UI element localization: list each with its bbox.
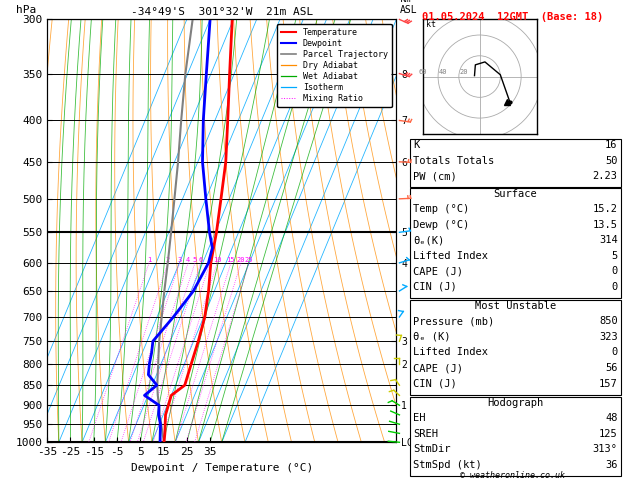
- Text: 36: 36: [605, 460, 618, 470]
- Text: 2: 2: [166, 257, 170, 263]
- Text: CAPE (J): CAPE (J): [413, 266, 463, 277]
- Text: K: K: [413, 140, 420, 150]
- Text: 314: 314: [599, 235, 618, 245]
- Text: Dewp (°C): Dewp (°C): [413, 220, 469, 230]
- Text: 0: 0: [611, 266, 618, 277]
- Text: 15.2: 15.2: [593, 204, 618, 214]
- Text: 850: 850: [599, 316, 618, 327]
- Text: 56: 56: [605, 363, 618, 373]
- Text: 50: 50: [605, 156, 618, 166]
- Text: 10: 10: [213, 257, 221, 263]
- Text: CAPE (J): CAPE (J): [413, 363, 463, 373]
- Text: Lifted Index: Lifted Index: [413, 251, 488, 261]
- Text: 8: 8: [208, 257, 212, 263]
- Text: 313°: 313°: [593, 444, 618, 454]
- Text: EH: EH: [413, 413, 426, 423]
- Text: 323: 323: [599, 332, 618, 342]
- Text: StmDir: StmDir: [413, 444, 451, 454]
- Text: 16: 16: [605, 140, 618, 150]
- Text: 125: 125: [599, 429, 618, 439]
- Text: © weatheronline.co.uk: © weatheronline.co.uk: [460, 471, 565, 480]
- Text: CIN (J): CIN (J): [413, 282, 457, 292]
- Text: SREH: SREH: [413, 429, 438, 439]
- Text: PW (cm): PW (cm): [413, 171, 457, 181]
- Text: 13.5: 13.5: [593, 220, 618, 230]
- Text: 20: 20: [460, 69, 469, 75]
- Text: hPa: hPa: [16, 5, 36, 15]
- Legend: Temperature, Dewpoint, Parcel Trajectory, Dry Adiabat, Wet Adiabat, Isotherm, Mi: Temperature, Dewpoint, Parcel Trajectory…: [277, 24, 392, 107]
- Text: 40: 40: [439, 69, 448, 75]
- Text: 6: 6: [199, 257, 203, 263]
- Text: θₑ(K): θₑ(K): [413, 235, 445, 245]
- Text: 0: 0: [611, 282, 618, 292]
- Title: -34°49'S  301°32'W  21m ASL: -34°49'S 301°32'W 21m ASL: [131, 7, 313, 17]
- Text: 157: 157: [599, 379, 618, 389]
- Text: 3: 3: [177, 257, 182, 263]
- Text: 5: 5: [193, 257, 197, 263]
- X-axis label: Dewpoint / Temperature (°C): Dewpoint / Temperature (°C): [131, 463, 313, 473]
- Text: 4: 4: [186, 257, 190, 263]
- Text: Totals Totals: Totals Totals: [413, 156, 494, 166]
- Text: 1: 1: [147, 257, 151, 263]
- Text: Most Unstable: Most Unstable: [475, 301, 556, 311]
- Text: θₑ (K): θₑ (K): [413, 332, 451, 342]
- Y-axis label: Mixing Ratio (g/kg): Mixing Ratio (g/kg): [425, 175, 435, 287]
- Text: 2.23: 2.23: [593, 171, 618, 181]
- Text: 0: 0: [611, 347, 618, 358]
- Text: 20: 20: [237, 257, 245, 263]
- Text: 48: 48: [605, 413, 618, 423]
- Text: 01.05.2024  12GMT  (Base: 18): 01.05.2024 12GMT (Base: 18): [422, 12, 603, 22]
- Text: CIN (J): CIN (J): [413, 379, 457, 389]
- Text: kt: kt: [426, 20, 436, 29]
- Text: Surface: Surface: [494, 189, 537, 199]
- Text: Lifted Index: Lifted Index: [413, 347, 488, 358]
- Text: km
ASL: km ASL: [400, 0, 418, 15]
- Text: Pressure (mb): Pressure (mb): [413, 316, 494, 327]
- Text: Hodograph: Hodograph: [487, 398, 543, 408]
- Text: Temp (°C): Temp (°C): [413, 204, 469, 214]
- Text: StmSpd (kt): StmSpd (kt): [413, 460, 482, 470]
- Text: 15: 15: [226, 257, 235, 263]
- Text: 60: 60: [418, 69, 427, 75]
- Text: 25: 25: [245, 257, 253, 263]
- Text: 5: 5: [611, 251, 618, 261]
